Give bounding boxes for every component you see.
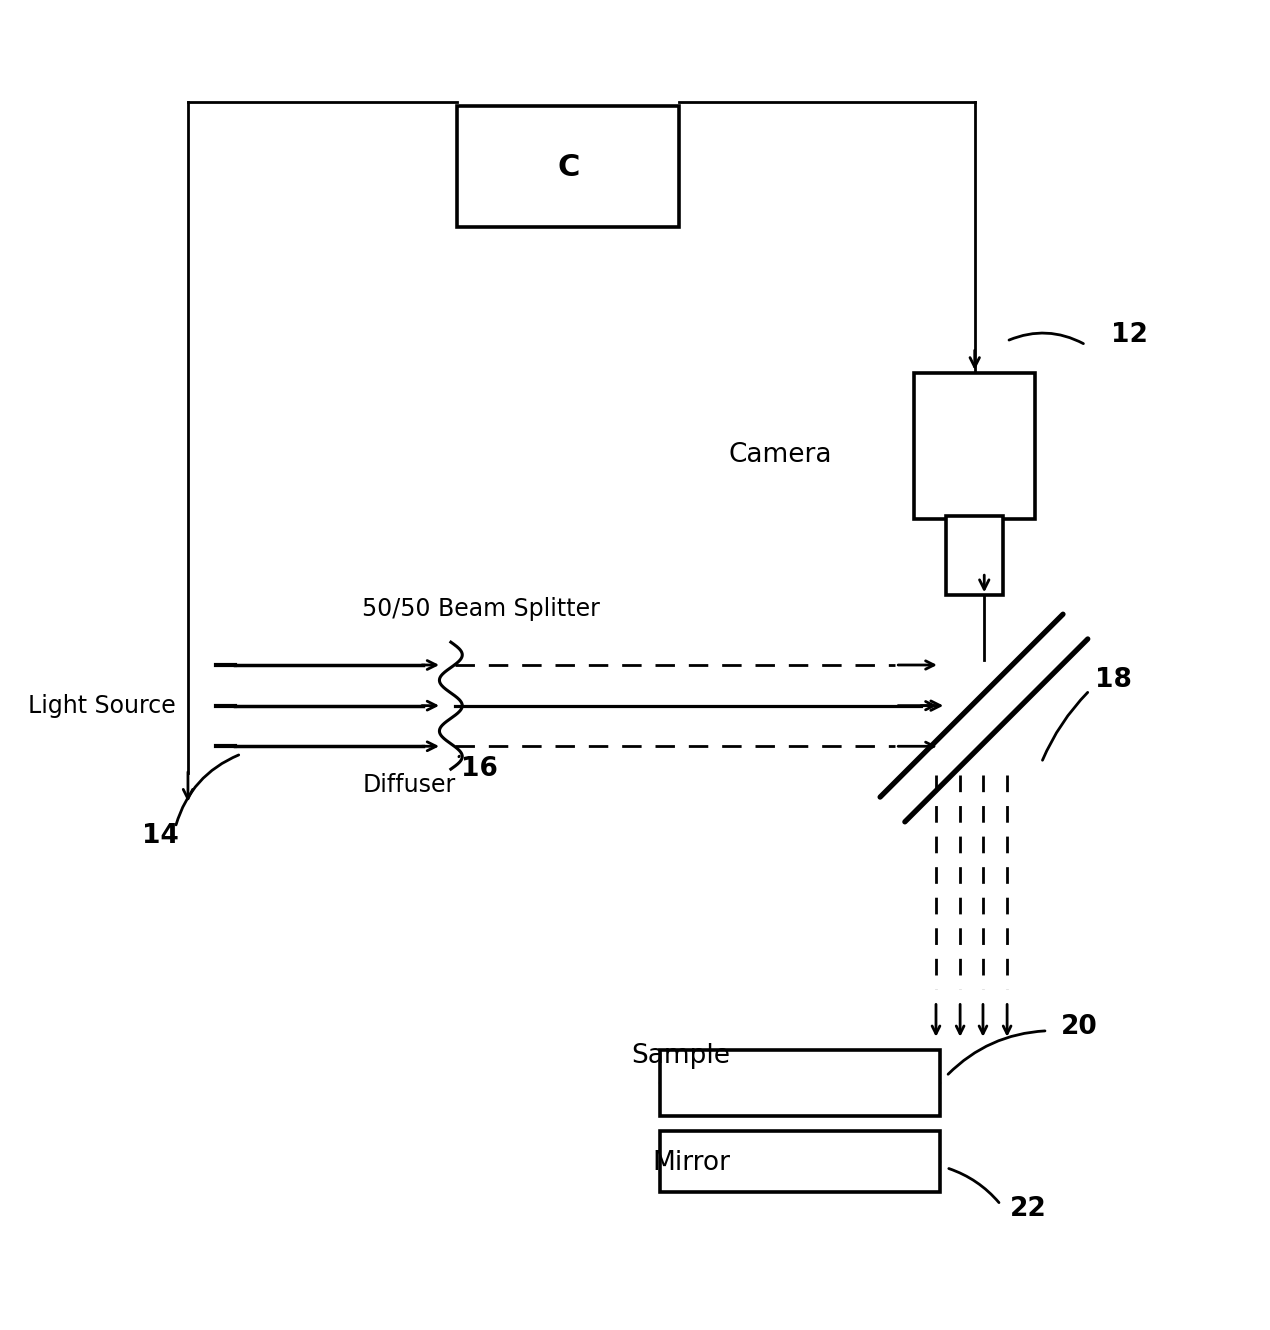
Bar <box>914 372 1035 519</box>
Text: 16: 16 <box>461 757 498 782</box>
Bar <box>457 106 679 227</box>
Text: 50/50 Beam Splitter: 50/50 Beam Splitter <box>362 597 599 621</box>
Text: 14: 14 <box>142 823 179 850</box>
Text: 20: 20 <box>1060 1013 1097 1040</box>
Text: Camera: Camera <box>729 443 832 468</box>
Bar <box>660 1130 940 1192</box>
Text: 22: 22 <box>1010 1196 1046 1221</box>
Text: C: C <box>558 153 580 182</box>
Bar <box>946 516 1003 595</box>
Text: 18: 18 <box>1095 668 1132 693</box>
Text: 12: 12 <box>1111 322 1148 348</box>
Text: Light Source: Light Source <box>28 694 175 718</box>
Text: Sample: Sample <box>631 1043 730 1069</box>
Text: Mirror: Mirror <box>653 1150 730 1176</box>
Bar <box>660 1049 940 1116</box>
Text: Diffuser: Diffuser <box>362 773 456 797</box>
